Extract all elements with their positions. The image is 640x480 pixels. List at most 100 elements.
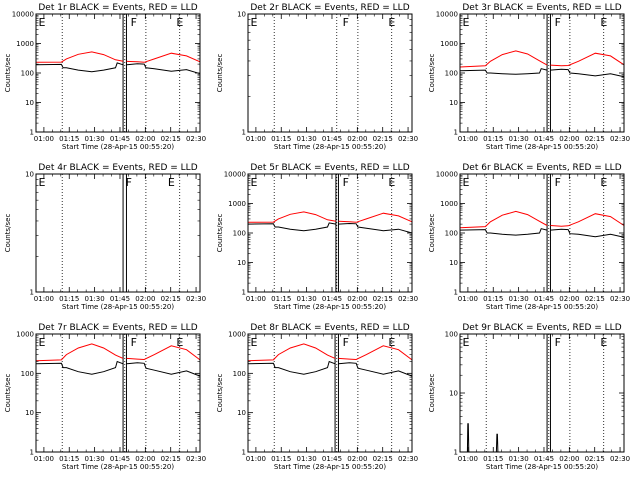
x-tick-label: 01:30: [297, 135, 317, 143]
x-tick-label: 01:30: [85, 455, 105, 463]
panel-title: Det 4r BLACK = Events, RED = LLD: [38, 163, 197, 173]
flag-marker-f: F: [343, 176, 349, 189]
x-tick-label: 01:45: [322, 135, 342, 143]
y-axis-label: Counts/sec: [428, 374, 436, 413]
y-tick-label: 10000: [224, 171, 246, 179]
series-lld-line: [247, 211, 336, 223]
x-tick-label: 01:15: [271, 135, 291, 143]
flag-marker-e: E: [176, 336, 183, 349]
x-tick-label: 02:30: [186, 295, 206, 303]
flag-marker-f: F: [555, 336, 561, 349]
x-tick-label: 01:15: [483, 295, 503, 303]
x-tick-label: 01:45: [110, 455, 130, 463]
y-axis-label: Counts/sec: [4, 214, 12, 253]
plot-frame: [35, 333, 201, 453]
series-events-line: [550, 228, 625, 238]
y-tick-label: 10: [237, 259, 246, 267]
panel-det-3r: Det 3r BLACK = Events, RED = LLD E F E 1 10 10…: [428, 3, 630, 151]
x-tick-label: 01:45: [110, 135, 130, 143]
y-tick-label: 1: [30, 129, 34, 137]
x-tick-label: 02:30: [610, 135, 630, 143]
x-tick-label: 02:15: [585, 295, 605, 303]
x-axis-label: Start Time (28-Apr-15 00:55:20): [274, 303, 386, 311]
y-tick-label: 1000: [16, 331, 34, 339]
series-events-line: [338, 222, 413, 234]
panel-det-9r: Det 9r BLACK = Events, RED = LLD E F E 1 10 10…: [428, 323, 630, 471]
series-events-line: [126, 362, 201, 377]
panel-title: Det 3r BLACK = Events, RED = LLD: [462, 3, 621, 13]
flag-marker-e: E: [251, 336, 258, 349]
y-axis-label: Counts/sec: [428, 214, 436, 253]
x-tick-label: 01:00: [34, 295, 54, 303]
y-tick-label: 100: [21, 70, 34, 78]
x-tick-label: 02:30: [186, 135, 206, 143]
series-events-line: [338, 362, 413, 377]
flag-marker-f: F: [343, 336, 349, 349]
y-axis-label: Counts/sec: [216, 214, 224, 253]
y-tick-label: 10: [237, 409, 246, 417]
y-axis-label: Counts/sec: [216, 54, 224, 93]
x-tick-label: 01:00: [34, 455, 54, 463]
flag-marker-e: E: [388, 176, 395, 189]
flag-marker-e: E: [463, 176, 470, 189]
y-tick-label: 10: [25, 171, 34, 179]
x-tick-label: 01:00: [246, 455, 266, 463]
plot-frame: [247, 333, 413, 453]
x-tick-label: 02:15: [373, 295, 393, 303]
x-tick-label: 01:45: [322, 455, 342, 463]
flag-marker-e: E: [600, 16, 607, 29]
series-lld-line: [126, 345, 201, 361]
x-tick-label: 01:30: [85, 135, 105, 143]
x-tick-label: 02:00: [135, 455, 155, 463]
series-events-line: [459, 228, 548, 236]
y-tick-label: 1000: [440, 40, 458, 48]
y-tick-label: 10: [25, 409, 34, 417]
panel-title: Det 2r BLACK = Events, RED = LLD: [250, 3, 409, 13]
y-tick-label: 1: [454, 289, 458, 297]
y-tick-label: 1000: [228, 200, 246, 208]
y-tick-label: 10: [449, 99, 458, 107]
flag-marker-e: E: [176, 16, 183, 29]
flag-marker-f: F: [131, 16, 137, 29]
flag-marker-e: E: [463, 336, 470, 349]
flag-marker-e: E: [388, 336, 395, 349]
x-tick-label: 01:00: [458, 455, 478, 463]
series-lld-line: [550, 213, 625, 227]
x-tick-label: 01:00: [246, 135, 266, 143]
flag-marker-e: E: [251, 176, 258, 189]
y-tick-label: 100: [445, 331, 458, 339]
x-axis-label: Start Time (28-Apr-15 00:55:20): [62, 463, 174, 471]
panel-title: Det 6r BLACK = Events, RED = LLD: [462, 163, 621, 173]
series-lld-line: [35, 343, 124, 362]
x-tick-label: 01:30: [509, 135, 529, 143]
x-tick-label: 02:00: [135, 135, 155, 143]
x-tick-label: 02:30: [186, 455, 206, 463]
x-tick-label: 02:30: [610, 295, 630, 303]
y-tick-label: 10: [25, 99, 34, 107]
y-tick-label: 1: [454, 449, 458, 457]
y-tick-label: 10: [237, 11, 246, 19]
panel-title: Det 5r BLACK = Events, RED = LLD: [250, 163, 409, 173]
panel-title: Det 9r BLACK = Events, RED = LLD: [462, 323, 621, 333]
x-tick-label: 02:30: [610, 455, 630, 463]
plot-frame: [35, 173, 201, 293]
x-tick-label: 02:30: [398, 455, 418, 463]
series-events-line: [247, 360, 336, 375]
flag-marker-e: E: [168, 176, 175, 189]
y-tick-label: 10: [449, 259, 458, 267]
y-tick-label: 10000: [436, 11, 458, 19]
flag-marker-f: F: [555, 176, 561, 189]
series-events-line: [35, 360, 124, 375]
x-tick-label: 01:00: [34, 135, 54, 143]
series-events-line: [459, 68, 548, 75]
series-lld-line: [459, 50, 548, 68]
flag-marker-e: E: [600, 336, 607, 349]
flag-marker-f: F: [126, 176, 132, 189]
y-tick-label: 100: [445, 230, 458, 238]
x-tick-label: 01:30: [85, 295, 105, 303]
x-tick-label: 01:45: [534, 135, 554, 143]
panel-title: Det 7r BLACK = Events, RED = LLD: [38, 323, 197, 333]
x-tick-label: 02:00: [559, 295, 579, 303]
x-tick-label: 02:00: [347, 135, 367, 143]
